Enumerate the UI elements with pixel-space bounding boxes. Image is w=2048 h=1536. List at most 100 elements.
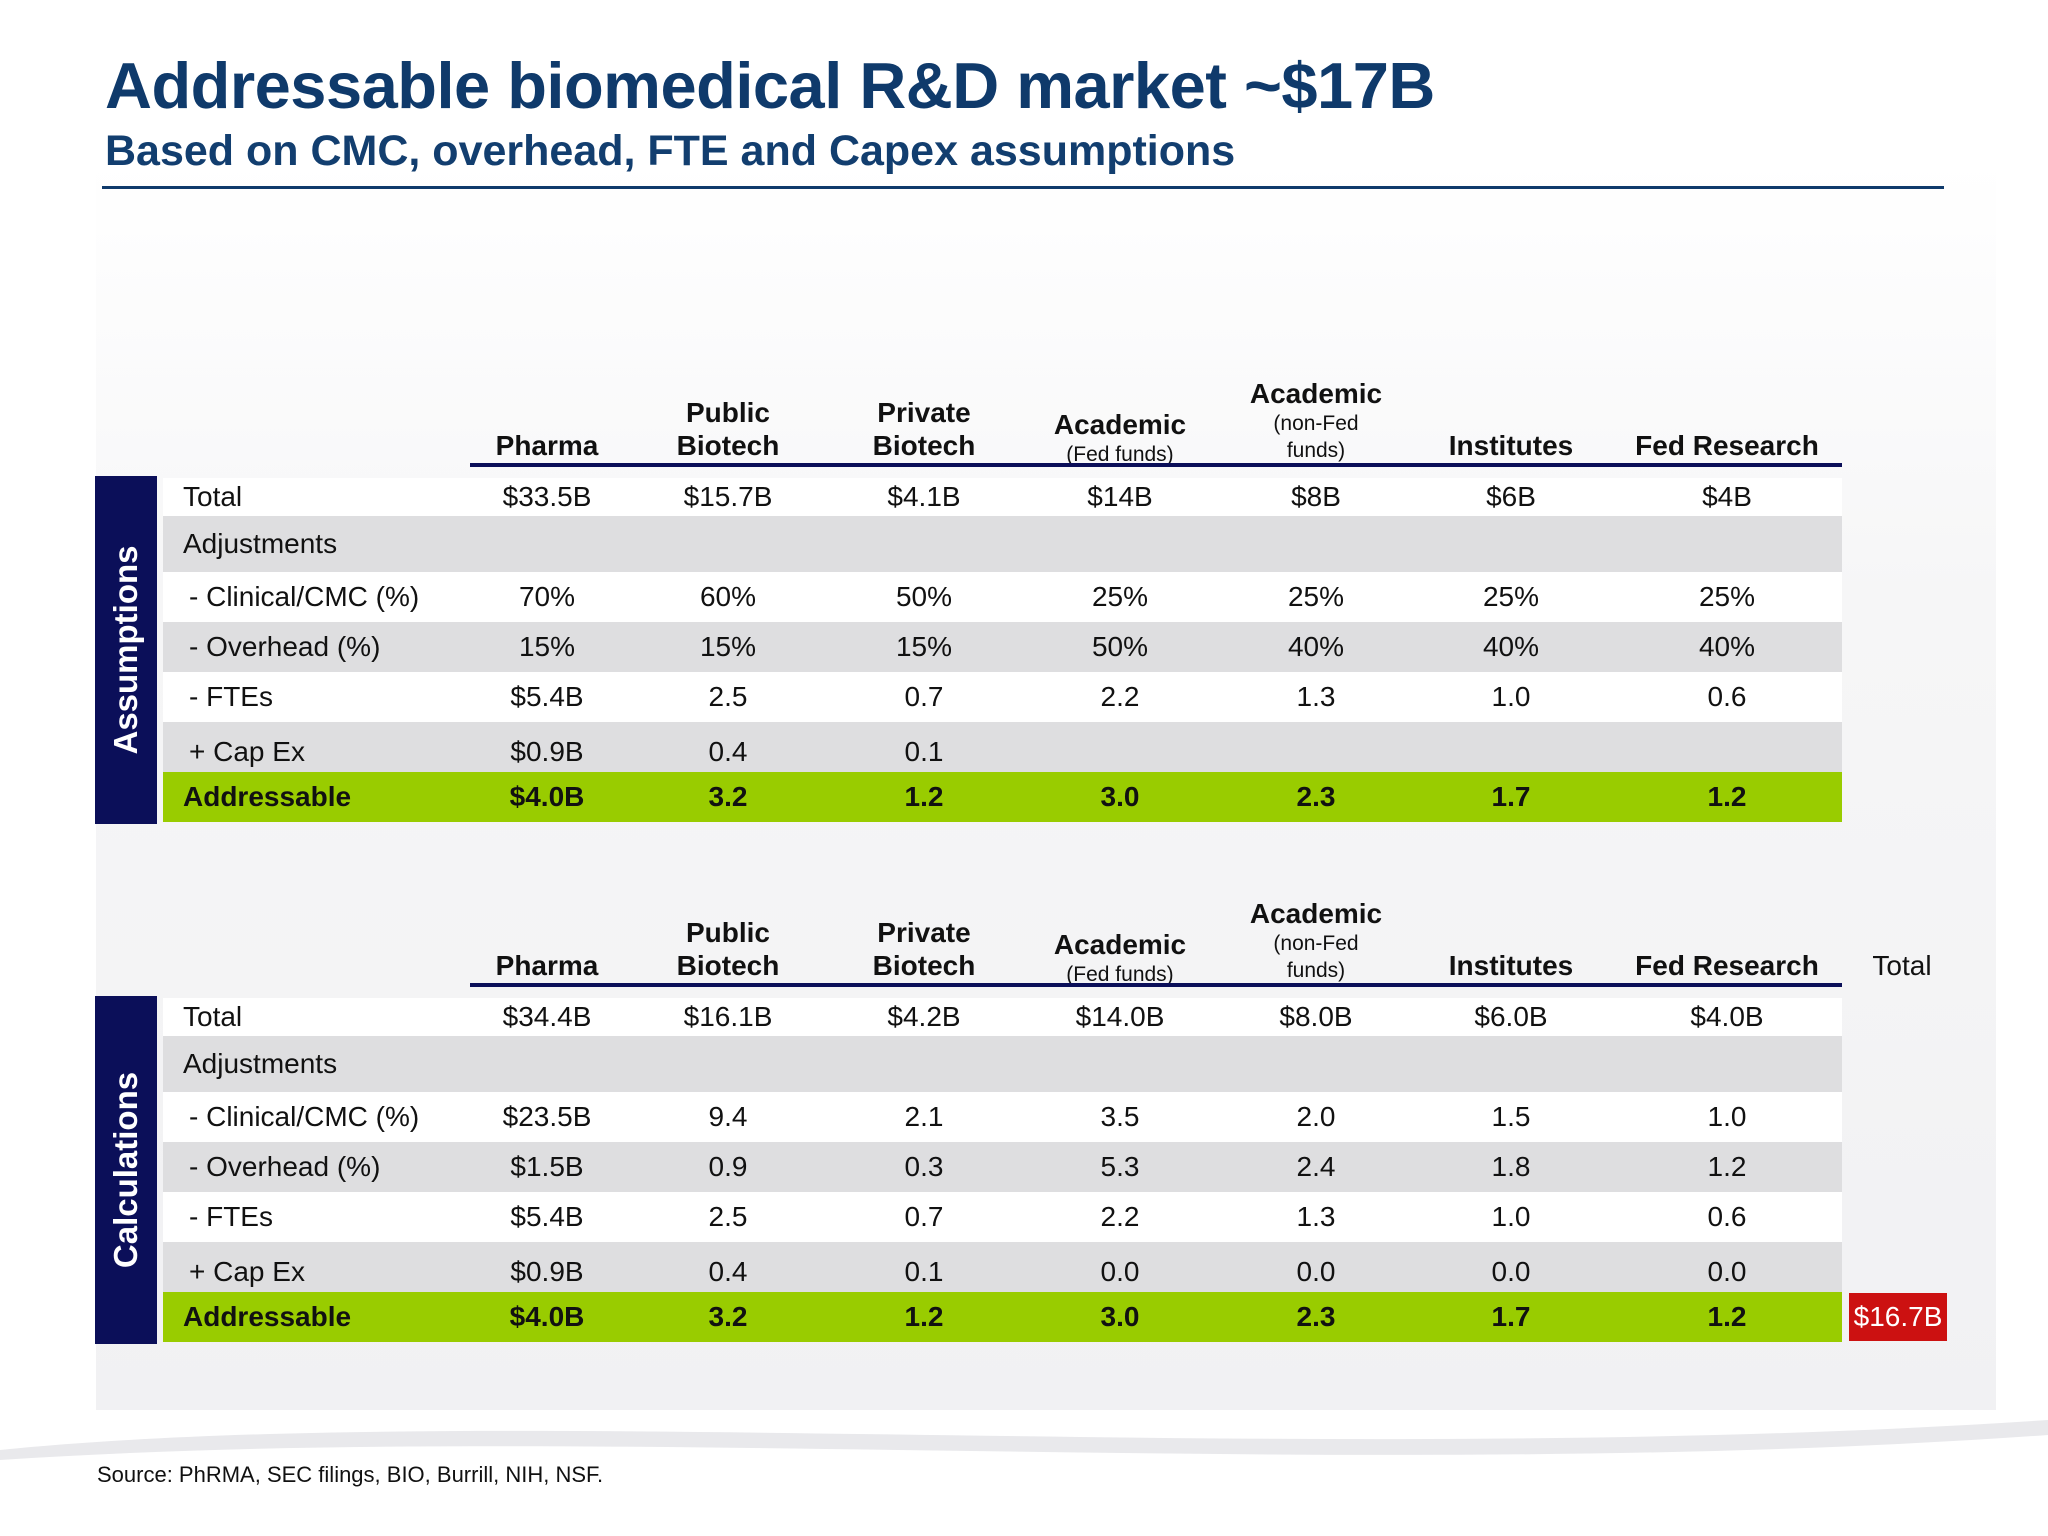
assumptions-row: - Clinical/CMC (%) 70% 60% 50% 25% 25% 25% 25% bbox=[163, 572, 1842, 622]
calculations-col-header: Pharma bbox=[452, 916, 642, 982]
table-cell: $4B bbox=[1702, 481, 1752, 512]
calculations-row: - Clinical/CMC (%) $23.5B 9.4 2.1 3.5 2.0 1.5 1… bbox=[163, 1092, 1842, 1142]
table-cell: 2.5 bbox=[708, 681, 748, 712]
table-cell: 40% bbox=[1482, 631, 1540, 662]
table-cell: 40% bbox=[1287, 631, 1345, 662]
col-header-line: Academic bbox=[1249, 898, 1383, 929]
col-header-subtext: (Fed funds) bbox=[1066, 963, 1174, 986]
row-label: - Clinical/CMC (%) bbox=[189, 1101, 420, 1132]
table-cell: 2.2 bbox=[1100, 1201, 1140, 1232]
table-cell: 1.2 bbox=[904, 781, 944, 812]
table-cell: $16.1B bbox=[683, 1001, 773, 1032]
table-cell: $34.4B bbox=[502, 1001, 592, 1032]
table-cell: 40% bbox=[1698, 631, 1756, 662]
calculations-side-label-text: Calculations bbox=[107, 1071, 144, 1269]
row-label: Addressable bbox=[183, 781, 352, 812]
table-cell: 3.5 bbox=[1100, 1101, 1140, 1132]
table-cell: $8.0B bbox=[1279, 1001, 1353, 1032]
table-cell: 3.0 bbox=[1100, 1301, 1140, 1332]
calculations-total-header: Total bbox=[1872, 950, 1932, 981]
table-cell: 15% bbox=[518, 631, 576, 662]
table-cell: 0.1 bbox=[904, 1256, 944, 1287]
table-cell: 9.4 bbox=[708, 1101, 748, 1132]
table-cell: 50% bbox=[895, 581, 953, 612]
assumptions-row: Total $33.5B $15.7B $4.1B $14B $8B $6B $4B bbox=[163, 478, 1842, 516]
row-label: + Cap Ex bbox=[189, 1256, 305, 1287]
table-cell: 1.7 bbox=[1491, 1301, 1531, 1332]
table-cell: $4.0B bbox=[1690, 1001, 1764, 1032]
table-cell: 1.2 bbox=[1707, 1151, 1747, 1182]
col-header-line: Public bbox=[685, 917, 770, 948]
table-cell: 1.3 bbox=[1296, 681, 1336, 712]
col-header-line: Private bbox=[877, 917, 971, 948]
table-cell: 25% bbox=[1482, 581, 1540, 612]
calculations-row: + Cap Ex $0.9B 0.4 0.1 0.0 0.0 0.0 0.0 bbox=[163, 1242, 1842, 1292]
page-title: Addressable biomedical R&D market ~$17B bbox=[105, 49, 1435, 122]
col-header-line bbox=[452, 396, 642, 429]
col-header-line: Institutes bbox=[1448, 950, 1574, 981]
table-cell: $33.5B bbox=[502, 481, 592, 512]
table-cell: 5.3 bbox=[1100, 1151, 1140, 1182]
table-cell: 0.7 bbox=[904, 681, 944, 712]
assumptions-col-header: Fed Research bbox=[1632, 396, 1822, 462]
assumptions-col-header: Academic (Fed funds) bbox=[1025, 408, 1215, 468]
col-header-line bbox=[1632, 396, 1822, 429]
table-cell: 0.1 bbox=[904, 736, 944, 767]
table-cell: 0.0 bbox=[1491, 1256, 1531, 1287]
assumptions-row: + Cap Ex $0.9B 0.4 0.1 bbox=[163, 722, 1842, 772]
assumptions-row: Addressable $4.0B 3.2 1.2 3.0 2.3 1.7 1.2 bbox=[163, 772, 1842, 822]
assumptions-side-label-text: Assumptions bbox=[107, 545, 144, 755]
table-cell: 0.4 bbox=[708, 736, 748, 767]
calculations-col-header: Public Biotech bbox=[633, 916, 823, 982]
calculations-row: Adjustments bbox=[163, 1036, 1842, 1092]
table-cell: 1.3 bbox=[1296, 1201, 1336, 1232]
table-cell: 1.0 bbox=[1491, 1201, 1531, 1232]
table-cell: 25% bbox=[1287, 581, 1345, 612]
table-cell: 2.5 bbox=[708, 1201, 748, 1232]
calculations-col-header: Fed Research bbox=[1632, 916, 1822, 982]
source-note: Source: PhRMA, SEC filings, BIO, Burrill… bbox=[97, 1462, 604, 1487]
row-label: - Clinical/CMC (%) bbox=[189, 581, 420, 612]
table-cell: $6.0B bbox=[1474, 1001, 1548, 1032]
col-header-line: Biotech bbox=[872, 430, 976, 461]
calculations-col-header: Academic (Fed funds) bbox=[1025, 928, 1215, 988]
table-cell: $0.9B bbox=[510, 736, 584, 767]
assumptions-row: Adjustments bbox=[163, 516, 1842, 572]
assumptions-col-header: Institutes bbox=[1416, 396, 1606, 462]
table-cell: $14.0B bbox=[1075, 1001, 1165, 1032]
table-cell: $4.1B bbox=[887, 481, 961, 512]
table-cell: $15.7B bbox=[683, 481, 773, 512]
calculations-col-header: Private Biotech bbox=[829, 916, 1019, 982]
table-cell: 1.2 bbox=[1707, 781, 1747, 812]
table-cell: 2.3 bbox=[1296, 781, 1336, 812]
col-header-subtext: (non-Fed funds) bbox=[1273, 932, 1359, 982]
table-cell: 1.0 bbox=[1707, 1101, 1747, 1132]
table-cell: 15% bbox=[699, 631, 757, 662]
assumptions-row: - FTEs $5.4B 2.5 0.7 2.2 1.3 1.0 0.6 bbox=[163, 672, 1842, 722]
table-cell: 2.2 bbox=[1100, 681, 1140, 712]
title-divider bbox=[102, 186, 1944, 189]
row-label: Total bbox=[183, 481, 243, 512]
col-header-line bbox=[452, 916, 642, 949]
table-cell: $0.9B bbox=[510, 1256, 584, 1287]
col-header-line: Pharma bbox=[495, 950, 599, 981]
col-header-line: Institutes bbox=[1448, 430, 1574, 461]
row-label: + Cap Ex bbox=[189, 736, 305, 767]
col-header-line: Fed Research bbox=[1635, 430, 1819, 461]
assumptions-header-rule bbox=[470, 463, 1842, 467]
col-header-line: Biotech bbox=[676, 950, 780, 981]
table-cell: 3.2 bbox=[708, 781, 748, 812]
calculations-row: Addressable $4.0B 3.2 1.2 3.0 2.3 1.7 1.2 bbox=[163, 1292, 1842, 1342]
col-header-line bbox=[1632, 916, 1822, 949]
row-label: Total bbox=[183, 1001, 243, 1032]
row-label: - FTEs bbox=[189, 1201, 273, 1232]
col-header-line: Academic bbox=[1249, 378, 1383, 409]
calculations-row: Total $34.4B $16.1B $4.2B $14.0B $8.0B $6.0B $4… bbox=[163, 998, 1842, 1036]
calculations-side-label: Calculations bbox=[95, 996, 157, 1344]
table-cell: $5.4B bbox=[510, 681, 584, 712]
table-cell: 2.3 bbox=[1296, 1301, 1336, 1332]
assumptions-col-header: Academic (non-Fed funds) bbox=[1221, 377, 1411, 464]
table-cell: 25% bbox=[1698, 581, 1756, 612]
row-label: - FTEs bbox=[189, 681, 273, 712]
row-label: Adjustments bbox=[183, 1048, 338, 1079]
